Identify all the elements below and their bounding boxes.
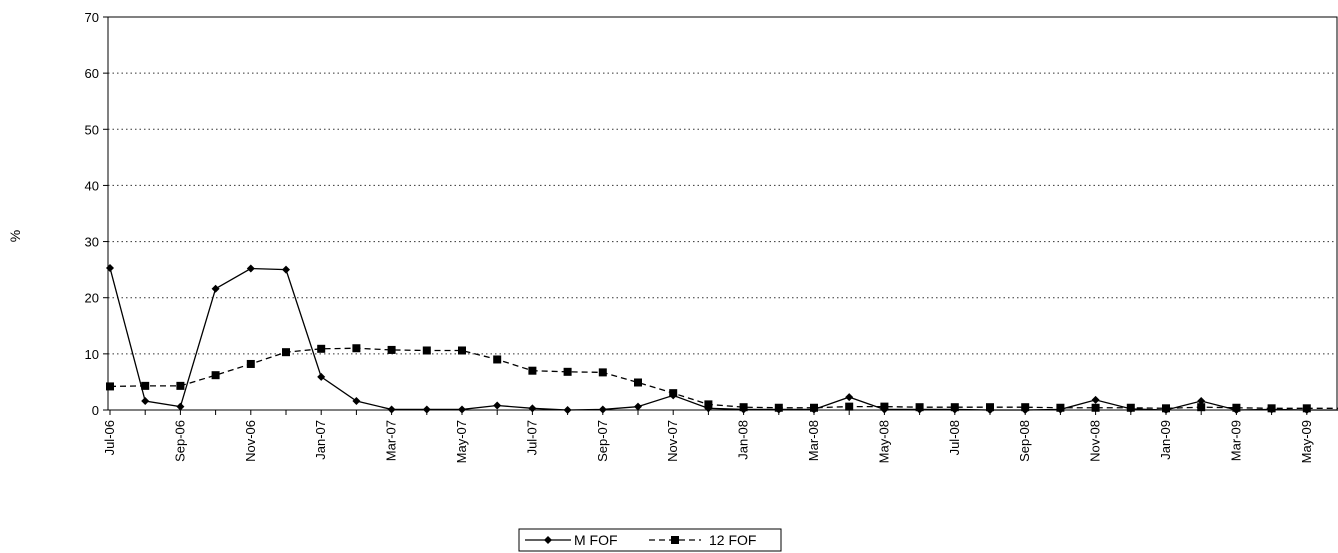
y-tick-label: 10 [85, 347, 99, 362]
x-tick-label: May-08 [876, 420, 891, 463]
x-tick-label: Jul-08 [947, 420, 962, 455]
x-tick-label: Jan-09 [1158, 420, 1173, 460]
data-point [317, 344, 326, 353]
y-tick-label: 70 [85, 10, 99, 25]
data-point [493, 355, 502, 364]
data-point [598, 405, 607, 414]
data-point [141, 381, 150, 390]
gridlines [108, 72, 1337, 355]
data-point [387, 405, 396, 414]
data-point [458, 405, 466, 414]
data-point [1267, 404, 1276, 413]
data-point [634, 402, 642, 411]
y-tick-label: 30 [85, 235, 99, 250]
data-point [669, 389, 678, 398]
data-point [634, 378, 642, 387]
legend-marker-12-fof [671, 536, 679, 544]
x-tick-label: Mar-08 [806, 420, 821, 461]
x-tick-label: May-07 [454, 420, 469, 463]
data-point [211, 284, 220, 293]
data-point [1126, 403, 1135, 412]
x-tick-label: Jul-06 [102, 420, 117, 455]
data-point [458, 346, 466, 355]
x-tick-label: Jul-07 [524, 420, 539, 455]
data-point [1056, 403, 1065, 412]
y-tick-label: 20 [85, 291, 99, 306]
data-point [528, 366, 537, 375]
data-point [810, 403, 818, 412]
data-point [352, 344, 361, 353]
data-point [246, 359, 255, 368]
x-tick-label: Mar-07 [384, 420, 399, 461]
data-point [704, 400, 713, 409]
data-point [950, 403, 959, 412]
data-point [880, 402, 889, 411]
data-point [739, 403, 748, 412]
data-point [1302, 404, 1311, 413]
data-point [563, 367, 572, 376]
data-point [1021, 403, 1030, 412]
data-point [282, 265, 290, 274]
y-tick-label: 50 [85, 122, 99, 137]
plot-area-frame [107, 16, 1338, 411]
data-point [106, 382, 114, 391]
y-axis-ticks: 0 10 20 30 40 50 60 70 [85, 10, 108, 418]
data-point [1091, 395, 1100, 404]
data-point [1091, 403, 1100, 412]
x-tick-label: Sep-08 [1017, 420, 1032, 462]
x-tick-label: Nov-07 [665, 420, 680, 462]
x-tick-label: Jan-07 [313, 420, 328, 460]
data-point [422, 405, 431, 414]
y-tick-label: 0 [92, 403, 99, 418]
x-axis-ticks: Jul-06 Sep-06 Nov-06 Jan-07 Mar-07 May-07 Jul-… [102, 410, 1314, 463]
x-tick-label: Nov-08 [1088, 420, 1103, 462]
data-point [1232, 403, 1241, 412]
y-tick-label: 40 [85, 178, 99, 193]
legend: M FOF 12 FOF [518, 528, 782, 552]
data-point [986, 403, 994, 412]
data-point [176, 381, 185, 390]
legend-label-12-fof: 12 FOF [709, 532, 756, 548]
data-point [211, 371, 220, 380]
y-tick-label: 60 [85, 66, 99, 81]
data-point [774, 403, 783, 412]
legend-marker-m-fof [544, 536, 552, 544]
series-group [106, 263, 1338, 414]
y-axis-label: % [7, 230, 23, 242]
x-tick-label: Jan-08 [736, 420, 751, 460]
data-point [1162, 404, 1170, 413]
data-point [845, 393, 854, 402]
x-tick-label: May-09 [1299, 420, 1314, 463]
x-tick-label: Sep-07 [595, 420, 610, 462]
x-tick-label: Nov-06 [243, 420, 258, 462]
data-point [1197, 397, 1206, 406]
data-point [282, 348, 290, 357]
series-line [109, 347, 1338, 409]
data-point [141, 397, 150, 406]
data-point [915, 403, 924, 412]
x-tick-label: Sep-06 [172, 420, 187, 462]
data-point [387, 345, 396, 354]
series-12-fof [106, 344, 1338, 413]
series-line [109, 267, 1338, 411]
data-point [317, 372, 326, 381]
data-point [493, 401, 502, 410]
data-point [598, 368, 607, 377]
data-point [352, 397, 361, 406]
series-m-fof [106, 263, 1338, 414]
data-point [422, 346, 431, 355]
data-point [528, 404, 537, 413]
legend-label-m-fof: M FOF [574, 532, 618, 548]
data-point [106, 263, 114, 272]
data-point [176, 402, 185, 411]
data-point [845, 402, 854, 411]
data-point [246, 264, 255, 273]
data-point [1197, 403, 1206, 412]
x-tick-label: Mar-09 [1228, 420, 1243, 461]
